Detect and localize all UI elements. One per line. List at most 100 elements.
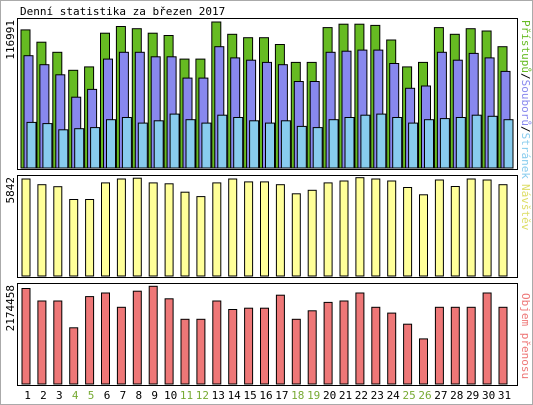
legend-stranek: Stránek: [519, 133, 532, 180]
bar-volume-day-9: [148, 285, 158, 385]
bar-visits-day-26: [419, 194, 428, 277]
bar-volume-day-21: [339, 300, 349, 385]
x-tick-label-day-25: 25: [402, 389, 415, 402]
bar-stránek-day-3: [58, 129, 69, 169]
bar-visits-day-29: [466, 178, 476, 277]
x-tick-label-day-8: 8: [135, 389, 142, 402]
bar-stránek-day-15: [249, 120, 260, 169]
bar-visits-day-21: [339, 180, 349, 277]
bar-stránek-day-14: [233, 117, 244, 169]
bar-stránek-day-28: [455, 117, 466, 169]
x-tick-label-day-23: 23: [371, 389, 384, 402]
x-tick-label-day-6: 6: [104, 389, 111, 402]
hits-y-max-label: 116991: [4, 20, 17, 60]
legend-separator-1: /: [519, 126, 532, 133]
x-tick-label-day-29: 29: [466, 389, 479, 402]
bar-volume-day-31: [498, 306, 508, 385]
bar-stránek-day-16: [265, 122, 275, 169]
x-tick-label-day-14: 14: [228, 389, 242, 402]
bar-volume-day-24: [387, 312, 397, 385]
bar-visits-day-15: [244, 181, 254, 277]
bar-visits-day-14: [228, 178, 238, 277]
visits-panel-frame: [17, 175, 518, 278]
x-tick-label-day-30: 30: [482, 389, 495, 402]
bar-visits-day-22: [355, 177, 365, 277]
bar-volume-day-4: [69, 327, 79, 385]
bar-stránek-day-12: [201, 122, 212, 169]
x-tick-label-day-15: 15: [243, 389, 256, 402]
x-tick-label-day-26: 26: [418, 389, 431, 402]
bar-stránek-day-25: [408, 122, 419, 169]
bar-stránek-day-23: [376, 113, 387, 169]
bar-volume-day-1: [21, 288, 31, 385]
x-tick-label-day-11: 11: [180, 389, 193, 402]
bar-stránek-day-10: [169, 113, 180, 169]
bar-stránek-day-7: [121, 117, 132, 169]
bar-visits-day-27: [434, 179, 444, 277]
bar-volume-day-11: [180, 318, 190, 385]
x-tick-label-day-31: 31: [498, 389, 511, 402]
x-tick-label-day-17: 17: [275, 389, 288, 402]
x-tick-label-day-19: 19: [307, 389, 320, 402]
bar-stránek-day-26: [424, 119, 434, 169]
bar-volume-day-15: [244, 307, 254, 385]
x-axis-tick-labels: 1 2 3 4 5 6 7 8 9 10 11 12 13 14 15 16 17 18 19 20 21 22 23 24 2…: [24, 389, 511, 402]
bar-stránek-day-31: [503, 119, 514, 169]
bar-volume-day-12: [196, 318, 206, 385]
x-tick-label-day-3: 3: [56, 389, 63, 402]
x-tick-label-day-24: 24: [387, 389, 401, 402]
bar-visits-day-13: [212, 182, 222, 277]
bar-volume-day-5: [85, 296, 95, 385]
bar-stránek-day-29: [471, 114, 482, 169]
visits-y-max-label: 5842: [4, 177, 17, 204]
bar-volume-day-17: [275, 294, 285, 385]
hits-panel-frame: [17, 18, 518, 170]
x-tick-label-day-20: 20: [323, 389, 336, 402]
bar-visits-day-24: [387, 180, 397, 277]
bar-visits-day-17: [275, 184, 285, 277]
bar-visits-day-3: [53, 186, 63, 277]
bar-visits-day-31: [498, 184, 508, 277]
x-tick-label-day-4: 4: [72, 389, 79, 402]
bar-volume-day-19: [307, 310, 317, 385]
x-tick-label-day-27: 27: [434, 389, 447, 402]
volume-y-max-label: 2174458: [4, 285, 17, 331]
bar-visits-day-8: [132, 177, 142, 277]
bar-volume-day-28: [450, 306, 460, 385]
x-tick-label-day-1: 1: [24, 389, 31, 402]
bar-stránek-day-20: [328, 119, 339, 169]
x-tick-label-day-22: 22: [355, 389, 368, 402]
x-tick-label-day-16: 16: [259, 389, 272, 402]
bar-volume-day-3: [53, 300, 63, 385]
bar-stránek-day-22: [360, 114, 371, 169]
bar-stránek-day-24: [392, 117, 403, 169]
bar-visits-day-7: [116, 178, 126, 277]
bar-stránek-day-27: [439, 118, 450, 169]
bar-visits-day-30: [482, 179, 492, 277]
chart-title: Denní statistika za březen 2017: [20, 5, 225, 18]
bars-layer: [20, 21, 514, 385]
bar-visits-day-25: [403, 187, 413, 277]
bar-visits-day-12: [196, 196, 206, 277]
bar-stránek-day-6: [106, 119, 116, 169]
bar-stránek-day-19: [312, 127, 323, 169]
bar-visits-day-23: [371, 178, 381, 277]
bar-visits-day-20: [323, 182, 333, 277]
bar-visits-day-6: [101, 182, 110, 277]
bar-visits-day-9: [148, 182, 158, 277]
bar-volume-day-30: [482, 292, 492, 385]
bar-visits-day-10: [164, 183, 174, 277]
x-tick-label-day-12: 12: [196, 389, 209, 402]
bar-volume-day-6: [101, 292, 110, 385]
bar-stránek-day-4: [74, 128, 85, 169]
hits-legend: Přístupů/Souborů/Stránek: [519, 20, 532, 179]
bar-stránek-day-5: [90, 127, 101, 169]
x-tick-label-day-18: 18: [291, 389, 304, 402]
x-tick-label-day-7: 7: [120, 389, 127, 402]
volume-panel-frame: [17, 283, 518, 386]
bar-stránek-day-1: [26, 121, 37, 169]
x-tick-label-day-2: 2: [40, 389, 47, 402]
bar-visits-day-16: [260, 181, 269, 277]
